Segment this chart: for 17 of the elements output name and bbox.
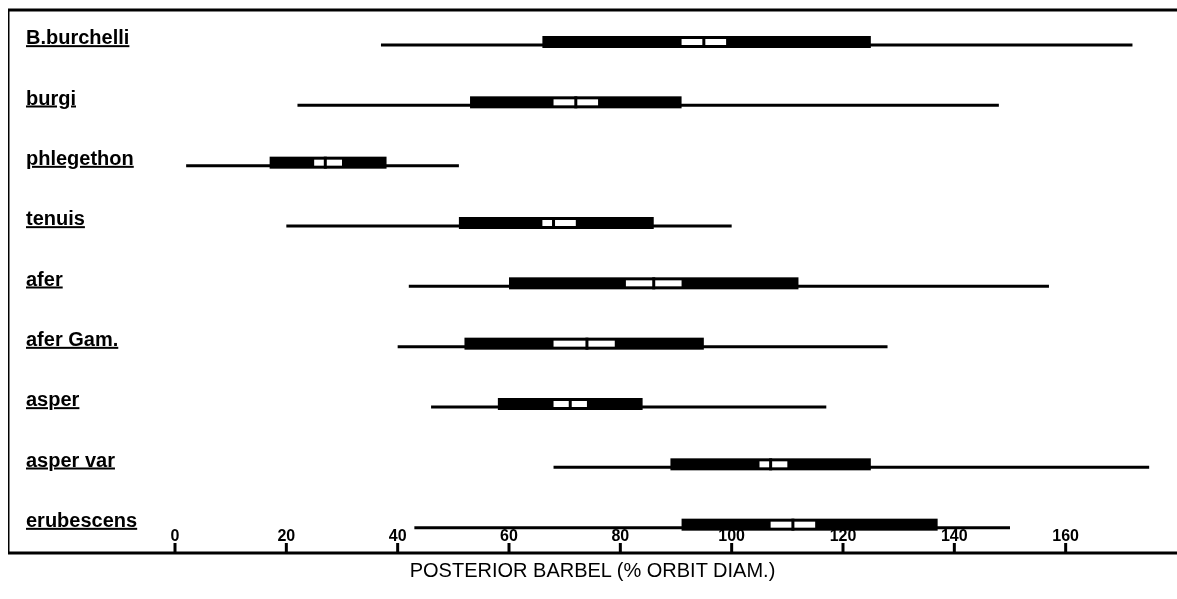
- x-tick-label: 60: [500, 527, 518, 544]
- y-tick-label: erubescens: [26, 508, 138, 531]
- y-tick-label: asper var: [26, 448, 116, 471]
- x-tick-label: 140: [940, 527, 968, 544]
- y-tick-label: B.burchelli: [26, 26, 130, 49]
- y-tick-label: tenuis: [26, 207, 85, 230]
- y-tick-label: asper: [26, 388, 80, 411]
- x-tick-label: 40: [388, 527, 407, 544]
- x-tick-label: 80: [611, 527, 630, 544]
- x-axis-title: POSTERIOR BARBEL (% ORBIT DIAM.): [409, 559, 776, 582]
- x-tick-label: 20: [277, 527, 296, 544]
- x-tick-label: 0: [170, 527, 180, 544]
- y-tick-label: burgi: [26, 86, 76, 109]
- y-tick-label: afer Gam.: [26, 327, 119, 350]
- y-tick-label: afer: [26, 267, 63, 290]
- x-tick-label: 160: [1052, 527, 1080, 544]
- y-tick-label: phlegethon: [26, 146, 134, 169]
